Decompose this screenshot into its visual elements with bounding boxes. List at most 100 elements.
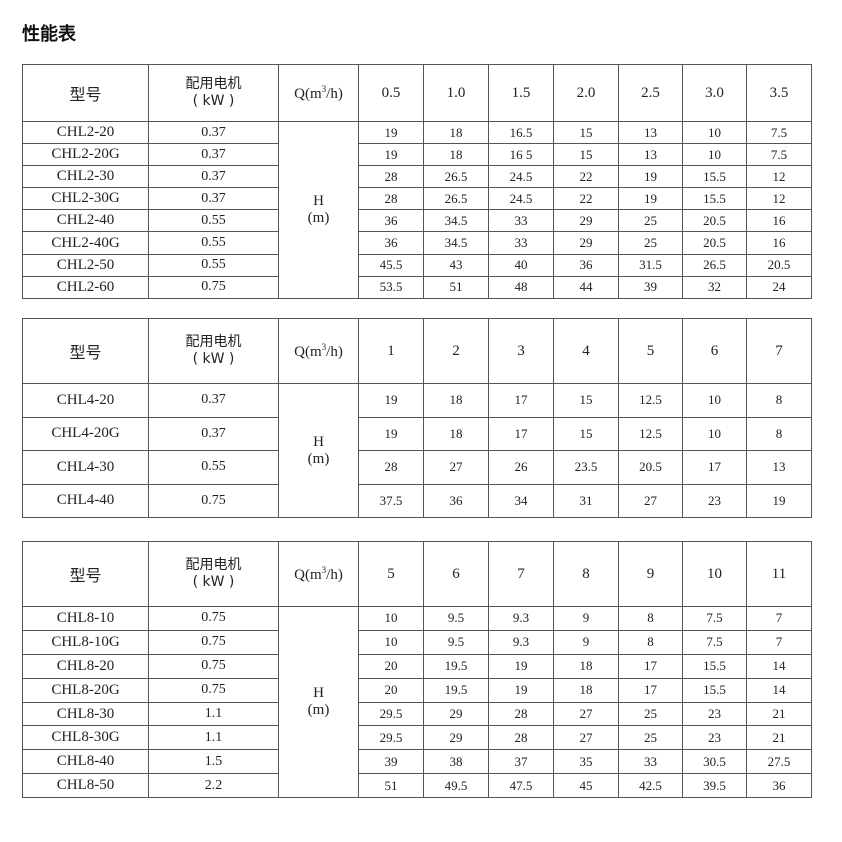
head-value: 19	[618, 165, 683, 189]
head-value: 8	[618, 606, 683, 631]
head-value: 18	[423, 120, 489, 145]
head-value: 33	[488, 209, 554, 233]
model-cell: CHL8-20	[22, 653, 149, 679]
head-value: 20.5	[682, 231, 747, 255]
flow-value: 2.5	[618, 64, 683, 122]
performance-table-1: 型号 配用电机( kW ) Q(m3/h) 0.5 1.0 1.5 2.0 2.5 3.0 3.5…	[22, 64, 812, 299]
head-value: 18	[423, 143, 489, 167]
head-value: 47.5	[488, 773, 554, 799]
head-value: 15	[553, 383, 619, 418]
head-value: 15	[553, 416, 619, 451]
head-value: 42.5	[618, 773, 683, 799]
head-value: 23	[682, 725, 747, 751]
power-cell: 0.75	[148, 275, 279, 299]
head-value: 19	[358, 143, 424, 167]
flow-sup: 3	[321, 564, 327, 575]
table-row: CHL2-40 0.55 36 34.5 33 29 25 20.5 16	[22, 209, 812, 233]
head-value: 23.5	[553, 450, 619, 485]
table-row: CHL2-20 0.37 H (m) 19 18 16.5 15 13 10 7.5	[22, 120, 812, 299]
head-value: 27	[423, 450, 489, 485]
head-value: 34	[488, 483, 554, 518]
flow-value: 4	[553, 318, 619, 384]
power-label: 配用电机	[185, 557, 242, 573]
power-cell: 0.37	[148, 187, 279, 211]
head-value: 37.5	[358, 483, 424, 518]
power-unit: ( kW )	[192, 574, 235, 590]
flow-value: 0.5	[358, 64, 424, 122]
power-unit: ( kW )	[192, 351, 235, 367]
head-label: H (m)	[278, 121, 359, 299]
head-label: H (m)	[278, 383, 359, 518]
head-value: 9.5	[423, 629, 489, 655]
model-cell: CHL2-40	[22, 209, 149, 233]
model-header: 型号	[22, 64, 149, 122]
table-row: CHL2-50 0.55 45.5 43 40 36 31.5 26.5 20.5	[22, 253, 812, 277]
power-header: 配用电机( kW )	[148, 541, 279, 607]
head-value: 28	[488, 701, 554, 727]
model-cell: CHL8-10	[22, 606, 149, 631]
head-value: 27	[553, 725, 619, 751]
model-cell: CHL4-40	[22, 483, 149, 518]
head-value: 16.5	[488, 120, 554, 145]
head-value: 19	[618, 187, 683, 211]
power-cell: 0.55	[148, 253, 279, 277]
head-value: 24.5	[488, 187, 554, 211]
flow-value: 5	[358, 541, 424, 607]
flow-value: 6	[423, 541, 489, 607]
head-value: 49.5	[423, 773, 489, 799]
head-value: 29.5	[358, 701, 424, 727]
table-row: CHL2-20G 0.37 19 18 16 5 15 13 10 7.5	[22, 143, 812, 167]
model-cell: CHL4-20	[22, 383, 149, 418]
head-value: 31	[553, 483, 619, 518]
head-value: 9	[553, 629, 619, 655]
head-value: 28	[488, 725, 554, 751]
head-value: 12	[746, 165, 812, 189]
head-symbol: H	[313, 192, 324, 209]
flow-value: 6	[682, 318, 747, 384]
head-value: 51	[423, 275, 489, 299]
head-value: 34.5	[423, 231, 489, 255]
head-value: 8	[746, 383, 812, 418]
flow-sup: 3	[321, 341, 327, 352]
head-value: 9.3	[488, 629, 554, 655]
head-value: 14	[746, 677, 812, 703]
head-value: 36	[746, 773, 812, 799]
head-value: 10	[682, 416, 747, 451]
head-value: 16 5	[488, 143, 554, 167]
model-cell: CHL4-30	[22, 450, 149, 485]
model-header: 型号	[22, 541, 149, 607]
header-row: 型号 配用电机( kW ) Q(m3/h) 1 2 3 4 5 6 7	[22, 318, 812, 384]
head-value: 27.5	[746, 749, 812, 775]
power-cell: 0.55	[148, 450, 279, 485]
head-value: 38	[423, 749, 489, 775]
head-value: 39.5	[682, 773, 747, 799]
head-value: 9.5	[423, 606, 489, 631]
head-value: 10	[682, 383, 747, 418]
flow-value: 7	[488, 541, 554, 607]
table-row: CHL2-40G 0.55 36 34.5 33 29 25 20.5 16	[22, 231, 812, 255]
flow-sup: 3	[321, 83, 327, 94]
model-cell: CHL8-50	[22, 773, 149, 799]
model-cell: CHL2-20G	[22, 143, 149, 167]
head-value: 25	[618, 701, 683, 727]
model-header: 型号	[22, 318, 149, 384]
power-unit: ( kW )	[192, 93, 235, 109]
power-cell: 0.75	[148, 653, 279, 679]
head-value: 8	[618, 629, 683, 655]
model-cell: CHL2-40G	[22, 231, 149, 255]
head-value: 29.5	[358, 725, 424, 751]
head-value: 12.5	[618, 416, 683, 451]
head-value: 43	[423, 253, 489, 277]
flow-value: 1.0	[423, 64, 489, 122]
head-value: 23	[682, 483, 747, 518]
head-value: 18	[553, 677, 619, 703]
table-row: CHL2-30 0.37 28 26.5 24.5 22 19 15.5 12	[22, 165, 812, 189]
head-unit: (m)	[307, 702, 330, 719]
model-cell: CHL2-30G	[22, 187, 149, 211]
head-value: 32	[682, 275, 747, 299]
power-cell: 0.75	[148, 677, 279, 703]
head-value: 45	[553, 773, 619, 799]
head-value: 15.5	[682, 653, 747, 679]
head-value: 14	[746, 653, 812, 679]
head-value: 35	[553, 749, 619, 775]
